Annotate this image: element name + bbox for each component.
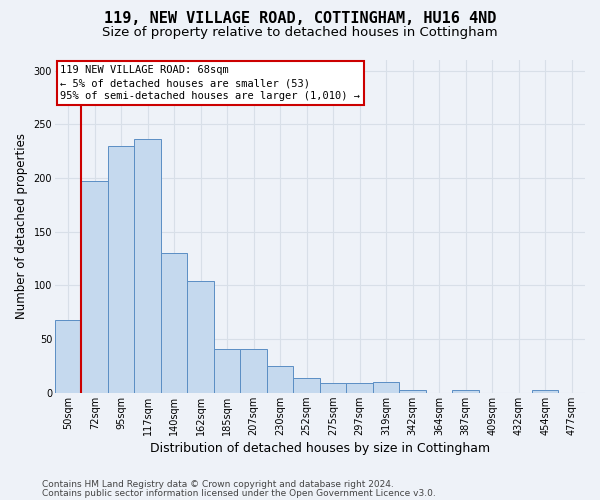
Bar xyxy=(373,382,400,393)
Bar xyxy=(214,349,241,393)
Bar xyxy=(241,349,267,393)
Bar xyxy=(267,366,293,393)
X-axis label: Distribution of detached houses by size in Cottingham: Distribution of detached houses by size … xyxy=(150,442,490,455)
Bar xyxy=(161,253,187,393)
Bar xyxy=(134,140,161,393)
Text: Contains HM Land Registry data © Crown copyright and database right 2024.: Contains HM Land Registry data © Crown c… xyxy=(42,480,394,489)
Bar xyxy=(320,383,346,393)
Bar xyxy=(532,390,559,393)
Bar xyxy=(346,383,373,393)
Text: 119 NEW VILLAGE ROAD: 68sqm
← 5% of detached houses are smaller (53)
95% of semi: 119 NEW VILLAGE ROAD: 68sqm ← 5% of deta… xyxy=(60,65,360,102)
Bar xyxy=(187,281,214,393)
Text: Size of property relative to detached houses in Cottingham: Size of property relative to detached ho… xyxy=(102,26,498,39)
Bar xyxy=(452,390,479,393)
Bar xyxy=(293,378,320,393)
Bar xyxy=(82,182,108,393)
Y-axis label: Number of detached properties: Number of detached properties xyxy=(15,134,28,320)
Text: 119, NEW VILLAGE ROAD, COTTINGHAM, HU16 4ND: 119, NEW VILLAGE ROAD, COTTINGHAM, HU16 … xyxy=(104,11,496,26)
Bar xyxy=(108,146,134,393)
Bar xyxy=(55,320,82,393)
Text: Contains public sector information licensed under the Open Government Licence v3: Contains public sector information licen… xyxy=(42,488,436,498)
Bar xyxy=(400,390,426,393)
